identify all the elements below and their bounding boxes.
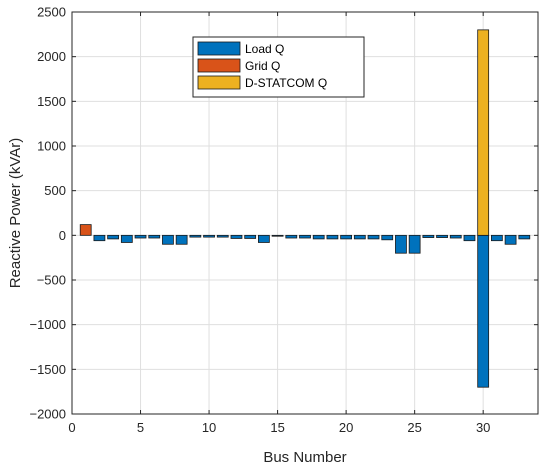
y-tick-label: 0 (59, 228, 66, 243)
y-tick-label: 1500 (37, 94, 66, 109)
x-tick-label: 5 (137, 420, 144, 435)
x-axis-label: Bus Number (263, 449, 346, 466)
bar-load-q (504, 234, 517, 245)
axes (71, 11, 539, 415)
y-tick-label: 1000 (37, 139, 66, 154)
x-tick-label: 0 (68, 420, 75, 435)
bar-load-q (216, 234, 229, 238)
bar-load-q (162, 234, 174, 245)
bar-load-q (422, 234, 435, 238)
legend-label: Grid Q (245, 59, 280, 73)
bar-load-q (148, 234, 161, 239)
legend: Load Q Grid Q D-STATCOM Q (192, 36, 365, 98)
y-tick-label: −500 (37, 273, 66, 288)
bar-load-q (477, 234, 490, 388)
y-tick-label: −2000 (29, 407, 66, 422)
bar-load-q (436, 234, 448, 238)
bar-load-q (244, 234, 257, 239)
y-tick-label: 2000 (37, 49, 66, 64)
bar-load-q (299, 234, 311, 239)
bar-load-q (203, 234, 215, 238)
bar-load-q (408, 234, 421, 254)
tick-labels: 0 5 10 15 20 25 30 −2000 −1500 −1000 −500 0 500 1000 1… (29, 5, 490, 436)
bar-load-q (490, 234, 503, 242)
bar-load-q (449, 234, 462, 239)
bar-load-q (93, 234, 106, 242)
bar-grid-q (79, 224, 92, 236)
bar-load-q (175, 234, 188, 245)
bar-load-q (395, 234, 407, 254)
bar-load-q (271, 234, 284, 237)
y-axis-label: Reactive Power (kVAr) (7, 138, 24, 289)
y-tick-label: −1000 (29, 317, 66, 332)
bar-load-q (353, 234, 366, 240)
x-tick-label: 25 (407, 420, 421, 435)
bar-load-q (340, 234, 352, 240)
bar-load-q (230, 234, 243, 239)
x-tick-label: 10 (202, 420, 216, 435)
y-tick-label: 500 (44, 183, 66, 198)
bar-load-q (257, 234, 270, 243)
bar-d-statcom-q (477, 29, 490, 236)
bar-load-q (285, 234, 298, 239)
x-tick-label: 20 (339, 420, 353, 435)
bar-load-q (367, 234, 380, 240)
bar-load-q (463, 234, 476, 242)
bars (79, 29, 531, 388)
bar-load-q (381, 234, 394, 241)
bar-load-q (134, 234, 147, 239)
bar-load-q (326, 234, 339, 240)
legend-swatch (197, 58, 241, 73)
bar-load-q (120, 234, 133, 243)
x-tick-label: 30 (476, 420, 490, 435)
y-tick-label: 2500 (37, 5, 66, 20)
legend-label: D-STATCOM Q (245, 76, 327, 90)
y-tick-label: −1500 (29, 362, 66, 377)
legend-label: Load Q (245, 42, 284, 56)
bar-load-q (107, 234, 119, 240)
legend-swatch (197, 75, 241, 90)
bar-load-q (189, 234, 202, 238)
x-tick-label: 15 (270, 420, 284, 435)
legend-swatch (197, 41, 241, 56)
bar-load-q (518, 234, 531, 240)
axes-box (71, 11, 539, 415)
bar-load-q (312, 234, 325, 240)
